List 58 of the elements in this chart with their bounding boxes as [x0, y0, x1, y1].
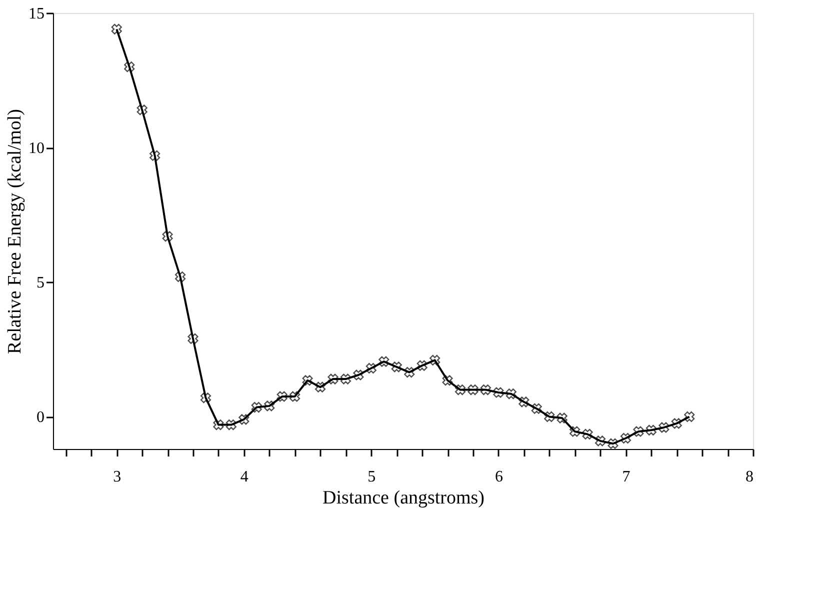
point — [314, 382, 326, 392]
y-tick-label: 5 — [36, 274, 44, 292]
x-tick-label: 4 — [240, 468, 248, 486]
point — [111, 24, 122, 34]
point — [633, 426, 644, 437]
point — [391, 362, 402, 372]
point — [328, 374, 338, 384]
point — [290, 391, 300, 402]
x-tick-label: 8 — [746, 468, 754, 486]
x-axis-title: Distance (angstroms) — [322, 488, 484, 508]
x-tick-label: 5 — [368, 468, 376, 486]
y-tick-label: 15 — [28, 6, 44, 22]
y-tick-label: 10 — [28, 140, 44, 158]
point — [506, 388, 516, 400]
point — [570, 426, 580, 437]
x-tick-label: 6 — [494, 468, 503, 486]
point — [188, 333, 198, 344]
point — [468, 384, 478, 396]
point — [442, 375, 453, 386]
point — [404, 367, 415, 378]
point — [582, 428, 593, 440]
point — [200, 392, 212, 404]
y-axis-title: Relative Free Energy (kcal/mol) — [4, 109, 26, 354]
point — [251, 402, 262, 413]
point — [136, 104, 148, 116]
point — [366, 362, 376, 374]
point — [480, 384, 492, 396]
point — [213, 419, 224, 430]
point — [671, 418, 682, 429]
point — [430, 354, 440, 366]
point — [162, 231, 173, 242]
point — [124, 62, 135, 72]
point — [340, 374, 352, 384]
point — [531, 403, 542, 414]
point — [264, 400, 275, 412]
point — [454, 384, 466, 396]
point — [518, 396, 530, 408]
y-tick-label: 0 — [36, 409, 44, 426]
point — [378, 356, 390, 367]
point — [646, 424, 656, 436]
point — [684, 411, 695, 422]
point — [608, 438, 618, 449]
point — [594, 436, 606, 446]
point — [556, 412, 568, 424]
point — [150, 150, 160, 161]
point — [353, 370, 364, 380]
point — [416, 360, 428, 371]
point — [226, 419, 236, 430]
point — [174, 271, 186, 282]
point — [620, 432, 632, 444]
point — [658, 422, 670, 433]
point — [302, 375, 313, 386]
x-tick-label: 3 — [113, 468, 122, 486]
point — [493, 387, 504, 398]
point — [544, 411, 555, 422]
point — [238, 414, 250, 425]
x-tick-label: 7 — [622, 468, 630, 486]
point — [276, 391, 288, 402]
